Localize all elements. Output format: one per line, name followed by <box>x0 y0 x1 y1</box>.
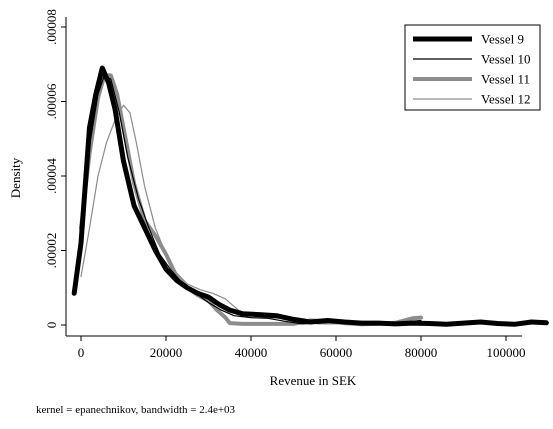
chart-legend: Vessel 9 Vessel 10 Vessel 11 Vessel 12 <box>405 25 540 110</box>
y-tick-label: 0 <box>44 322 59 329</box>
x-tick-label: 40000 <box>235 345 268 360</box>
legend-label: Vessel 9 <box>481 32 524 47</box>
x-tick-label: 60000 <box>320 345 353 360</box>
legend-label: Vessel 10 <box>481 52 530 67</box>
x-tick-label: 0 <box>78 345 85 360</box>
y-tick-label: .00004 <box>44 158 59 194</box>
x-axis-label: Revenue in SEK <box>270 373 357 388</box>
series-line-vessel-12 <box>81 105 421 324</box>
x-tick-label: 100000 <box>487 345 526 360</box>
x-tick-label: 20000 <box>150 345 183 360</box>
y-axis-label: Density <box>8 157 23 198</box>
y-tick-label: .00002 <box>44 233 59 269</box>
x-tick-label: 80000 <box>405 345 438 360</box>
legend-label: Vessel 11 <box>481 72 530 87</box>
legend-label: Vessel 12 <box>481 92 530 107</box>
kernel-note: kernel = epanechnikov, bandwidth = 2.4e+… <box>36 404 235 416</box>
x-axis-ticks: 0 20000 40000 60000 80000 100000 <box>78 336 526 360</box>
y-tick-label: .00006 <box>44 83 59 119</box>
y-tick-label: .00008 <box>44 9 59 45</box>
y-axis-ticks: 0 .00002 .00004 .00006 .00008 <box>44 9 66 328</box>
